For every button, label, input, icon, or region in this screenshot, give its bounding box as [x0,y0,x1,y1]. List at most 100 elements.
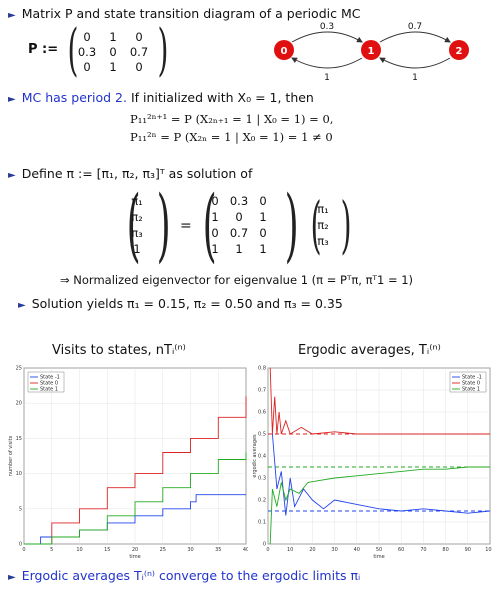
legend-entry: State 1 [40,387,58,393]
equation-odd: P₁₁²ⁿ⁺¹ = P (X₂ₙ₊₁ = 1 | X₀ = 1) = 0, [130,112,334,126]
y-tick-label: 25 [16,366,22,372]
left-vector-cell: π₂ [131,210,143,224]
legend-entry: State 0 [40,381,58,387]
y-tick-label: 20 [16,401,22,407]
x-tick-label: 100 [485,547,492,553]
matrix-p-cell: 0 [135,30,143,44]
bullet-period: ► MC has period 2. If initialized with X₀… [8,90,314,108]
x-tick-label: 30 [187,547,193,553]
x-tick-label: 5 [50,547,53,553]
matrix-p-cell: 1 [109,60,117,74]
right-vector-cell: π₁ [317,202,329,216]
legend-entry: State 0 [462,381,480,387]
left-paren: ( [67,18,79,83]
y-tick-label: 0.6 [258,410,266,416]
bullet-text: Ergodic averages Tᵢ⁽ⁿ⁾ converge to the e… [21,568,361,583]
y-tick-label: 0.3 [258,476,266,482]
bullet-text: Define π := [π₁, π₂, π₃]ᵀ as solution of [21,166,253,181]
system-matrix-cell: 1 [259,242,267,256]
y-tick-label: 0.5 [258,432,266,438]
x-tick-label: 70 [420,547,426,553]
x-tick-label: 10 [287,547,293,553]
right-vector-cell: π₃ [317,234,329,248]
bullet-triangle-icon: ► [18,300,26,311]
system-matrix-cell: 0 [259,194,267,208]
equals-sign: = [180,218,192,234]
bullet-text: Solution yields π₁ = 0.15, π₂ = 0.50 and… [31,296,343,311]
y-tick-label: 0 [263,542,266,548]
x-tick-label: 35 [215,547,221,553]
bullet-matrix-p: ► Matrix P and state transition diagram o… [8,6,360,24]
bullet-convergence: ► Ergodic averages Tᵢ⁽ⁿ⁾ converge to the … [8,568,360,586]
y-tick-label: 15 [16,436,22,442]
x-tick-label: 80 [442,547,448,553]
y-tick-label: 5 [19,506,22,512]
state-0-label: 0 [281,46,288,57]
y-axis-label: ergodic averages [252,434,258,478]
bullet-text: If initialized with X₀ = 1, then [126,90,314,105]
bullet-define-pi: ► Define π := [π₁, π₂, π₃]ᵀ as solution o… [8,166,252,184]
right-paren: ) [156,178,171,271]
y-tick-label: 0 [19,542,22,548]
state-2-node [449,40,469,60]
system-matrix-cell: 0 [259,226,267,240]
left-paren: ( [126,178,141,271]
y-tick-label: 0.4 [258,454,266,460]
state-1-node [361,40,381,60]
matrix-p-cell: 0 [109,45,117,59]
state-transition-diagram: 0 1 2 0.3 0.7 1 1 [274,22,469,83]
edge-label-1-2: 0.7 [408,22,422,32]
right-vector-cell: π₂ [317,218,329,232]
edge-1-0 [291,57,363,69]
matrix-p: ( ) 0 1 0 0.3 0 0.7 0 1 0 [62,18,172,83]
bullet-triangle-icon: ► [8,572,16,583]
legend-entry: State -1 [462,375,482,381]
x-axis-label: time [373,554,384,560]
chart-ergodic: 0 0.1 0.2 0.3 0.4 0.5 0.6 0.7 0.8 0 10 20 30 40 50 60 70… [252,366,492,561]
bullet-text: Matrix P and state transition diagram of… [21,6,361,21]
system-matrix-cell: 0.3 [229,194,249,208]
y-tick-label: 0.7 [258,388,266,394]
system-matrix-cell: 1 [235,242,243,256]
right-paren: ) [284,178,299,271]
x-tick-label: 15 [104,547,110,553]
right-paren: ) [340,188,352,261]
matrix-p-cell: 0.7 [129,45,149,59]
x-tick-label: 60 [398,547,404,553]
matrix-p-cell: 1 [109,30,117,44]
x-tick-label: 10 [76,547,82,553]
state-2-label: 2 [456,46,463,57]
series-line-state-0 [24,396,247,545]
x-tick-label: 50 [376,547,382,553]
series-line-state--1 [271,433,491,516]
equation-even: P₁₁²ⁿ = P (X₂ₙ = 1 | X₀ = 1) = 1 ≠ 0 [130,130,333,144]
y-tick-label: 0.1 [258,520,266,526]
linear-system: ( ) π₁ π₂ π₃ 1 = ( ) 0 0.3 0 1 0 1 0 0.7 0 1 1 1 ( ) π… [118,178,378,271]
system-matrix-cell: 0 [211,226,219,240]
y-tick-label: 10 [16,471,22,477]
matrix-p-cell: 0 [83,30,91,44]
left-paren: ( [310,188,322,261]
y-tick-label: 0.2 [258,498,266,504]
matrix-p-cell: 0 [135,60,143,74]
x-axis-label: time [129,554,140,560]
system-matrix-cell: 0.7 [229,226,249,240]
state-1-label: 1 [368,46,375,57]
left-vector-cell: π₁ [131,194,143,208]
left-vector-cell: 1 [133,242,141,256]
edge-label-2-1: 1 [412,73,418,83]
chart-title-visits: Visits to states, nTᵢ⁽ⁿ⁾ [52,343,186,358]
x-tick-label: 40 [354,547,360,553]
system-matrix-cell: 1 [259,210,267,224]
edge-label-1-0: 1 [324,73,330,83]
series-line-state-1 [269,466,490,545]
left-vector-cell: π₃ [131,226,143,240]
x-tick-label: 20 [132,547,138,553]
matrix-p-cell: 0 [83,60,91,74]
right-paren: ) [157,18,169,83]
x-tick-label: 0 [266,547,269,553]
bullet-triangle-icon: ► [8,94,16,105]
matrix-p-label: P := [28,42,59,57]
state-0-node [274,40,294,60]
system-matrix-cell: 0 [235,210,243,224]
